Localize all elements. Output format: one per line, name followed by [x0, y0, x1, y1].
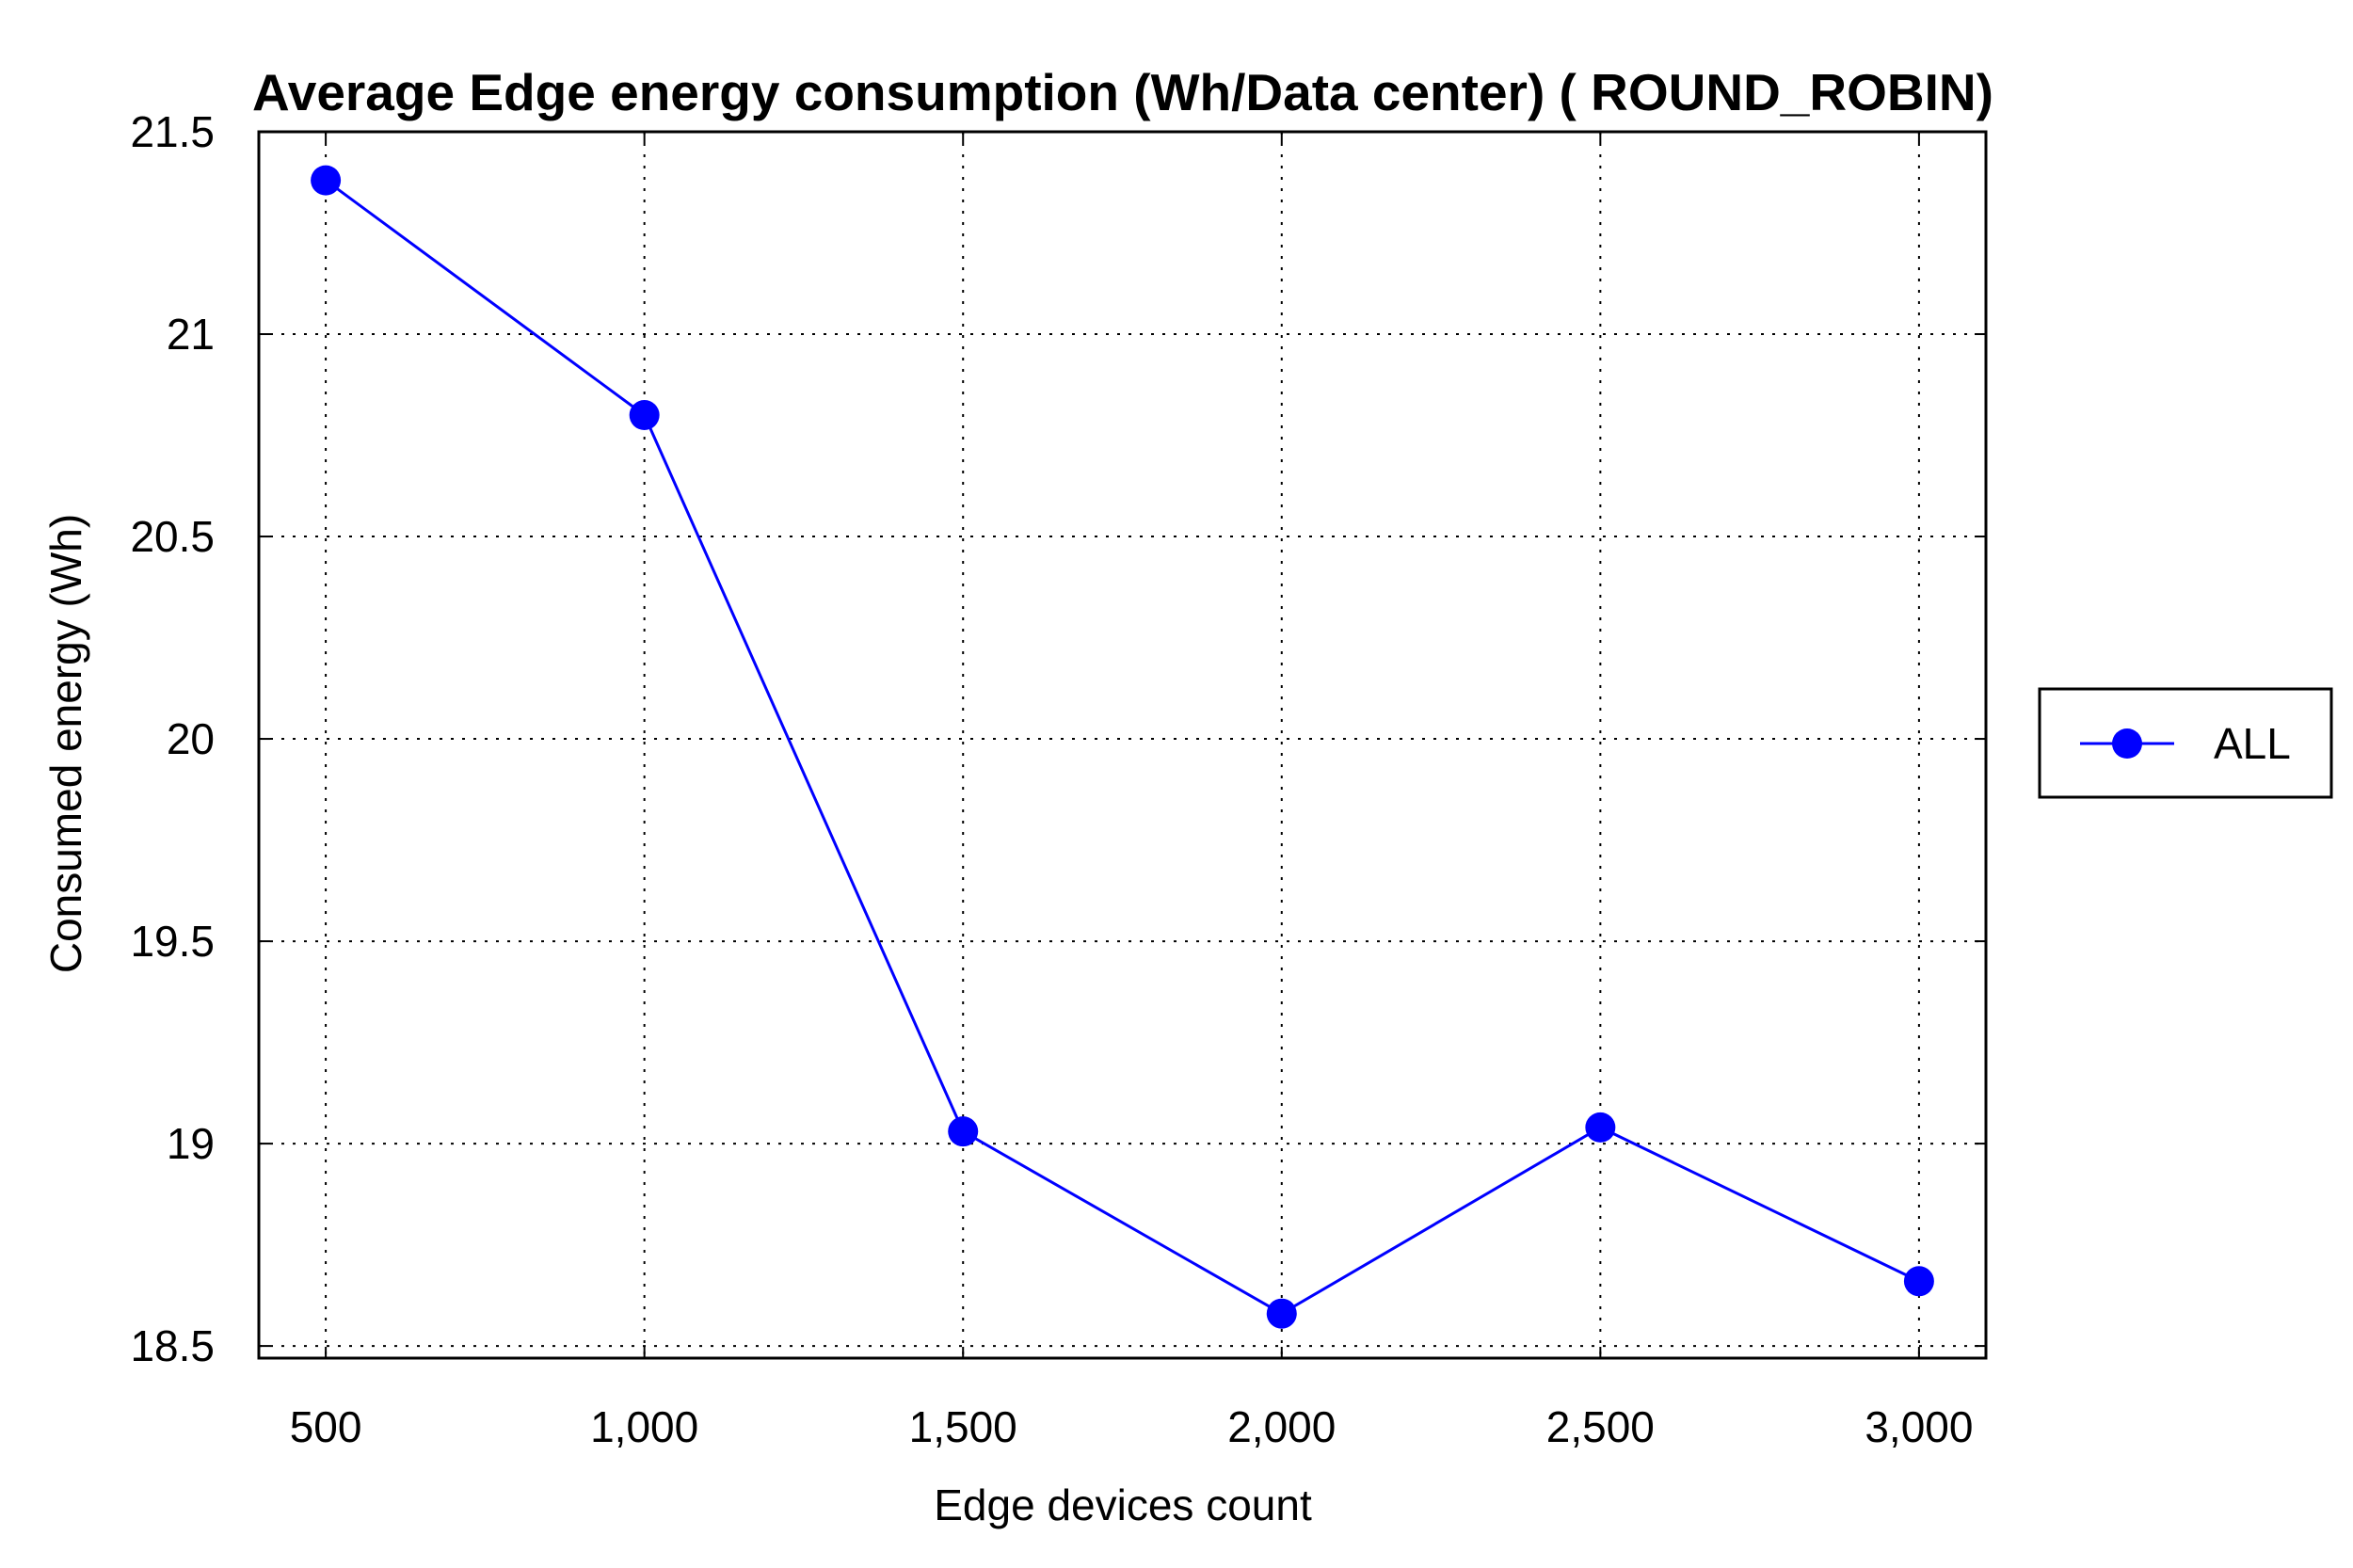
- legend: ALL: [2038, 687, 2333, 799]
- series-layer: [311, 165, 1934, 1329]
- data-point: [1266, 1298, 1297, 1329]
- grid-lines: [259, 131, 1986, 1358]
- x-axis-label: Edge devices count: [934, 1480, 1312, 1529]
- y-tick-label: 18.5: [130, 1321, 215, 1370]
- x-tick-label: 3,000: [1865, 1402, 1973, 1451]
- y-tick-label: 20: [167, 714, 215, 763]
- legend-label-all: ALL: [2214, 719, 2291, 768]
- y-tick-label: 21: [167, 310, 215, 359]
- plot-frame: [257, 130, 1988, 1360]
- data-point: [948, 1116, 979, 1147]
- series-line-all: [325, 179, 1920, 1316]
- x-tick-label: 1,000: [590, 1402, 698, 1451]
- legend-marker-all: [2112, 728, 2142, 759]
- y-tick-label: 19.5: [130, 917, 215, 966]
- data-point: [311, 165, 342, 196]
- y-tick-label: 20.5: [130, 512, 215, 561]
- chart-title: Average Edge energy consumption (Wh/Data…: [252, 63, 1993, 121]
- data-point: [1585, 1112, 1616, 1143]
- y-tick-label: 19: [167, 1119, 215, 1168]
- data-point: [629, 400, 660, 431]
- data-point: [1903, 1266, 1934, 1297]
- y-tick-label: 21.5: [130, 107, 215, 156]
- axis-ticks: 500 1,000 1,500 2,000 2,500 3,000 18.5 19 19.5 20…: [130, 107, 1986, 1451]
- x-tick-label: 1,500: [909, 1402, 1017, 1451]
- x-tick-label: 2,500: [1546, 1402, 1655, 1451]
- x-tick-label: 2,000: [1227, 1402, 1336, 1451]
- y-axis-label: Consumed energy (Wh): [41, 514, 90, 973]
- x-tick-label: 500: [290, 1402, 362, 1451]
